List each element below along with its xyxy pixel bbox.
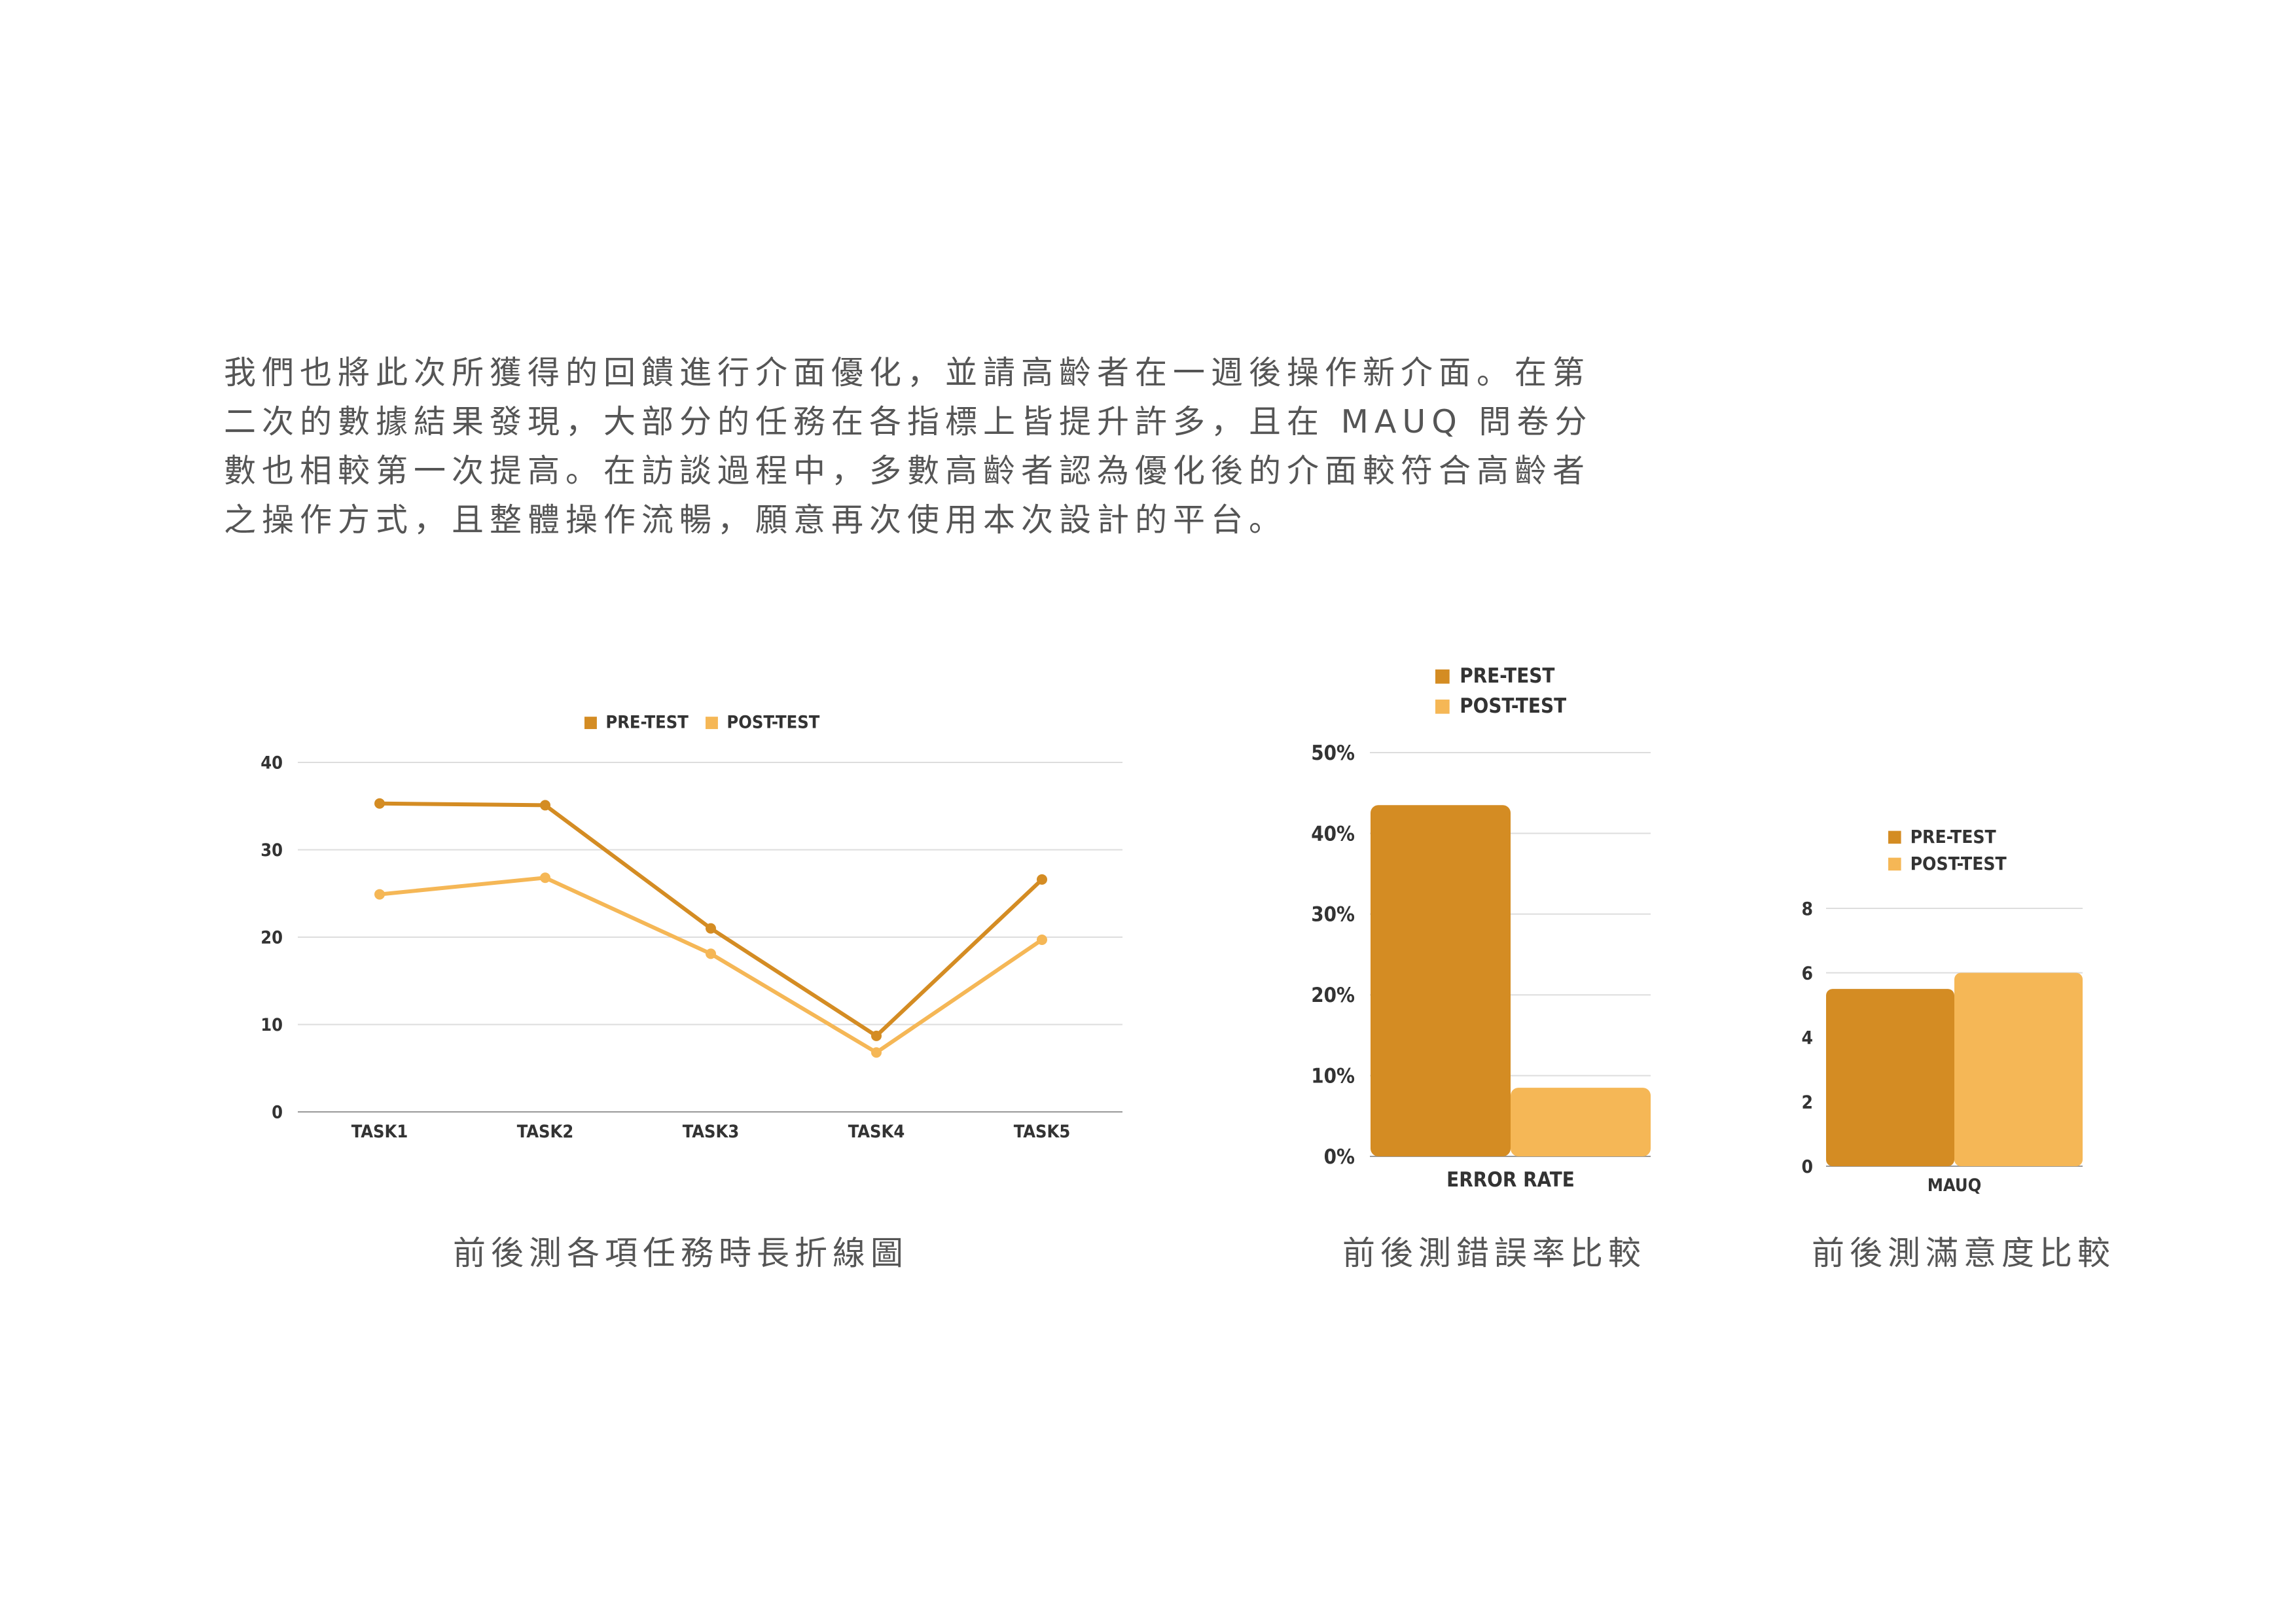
- data-point: [1037, 935, 1047, 946]
- y-tick-label: 10: [260, 1015, 283, 1035]
- y-tick-label: 20: [260, 927, 283, 948]
- legend-label: PRE-TEST: [605, 713, 689, 733]
- bar: [1954, 972, 2083, 1166]
- y-tick-label: 50%: [1311, 741, 1355, 765]
- intro-paragraph: 我們也將此次所獲得的回饋進行介面優化，並請高齡者在一週後操作新介面。在第 二次的…: [224, 348, 1605, 544]
- data-point: [1037, 874, 1047, 885]
- data-point: [374, 798, 385, 809]
- y-tick-label: 2: [1801, 1091, 1813, 1113]
- bar: [1371, 805, 1511, 1156]
- data-point: [374, 889, 385, 900]
- intro-line: 數也相較第一次提高。在訪談過程中，多數高齡者認為優化後的介面較符合高齡者: [224, 452, 1591, 490]
- y-tick-label: 4: [1801, 1027, 1813, 1048]
- data-point: [871, 1030, 882, 1041]
- mauq-chart-caption: 前後測滿意度比較: [1812, 1234, 2115, 1272]
- x-tick-label: TASK4: [848, 1122, 905, 1142]
- intro-line: 二次的數據結果發現，大部分的任務在各指標上皆提升許多，且在 MAUQ 問卷分: [224, 403, 1593, 440]
- data-point: [706, 948, 716, 959]
- y-tick-label: 40%: [1311, 822, 1355, 846]
- data-point: [540, 800, 550, 811]
- y-tick-label: 8: [1801, 898, 1813, 919]
- data-point: [706, 923, 716, 934]
- legend-label: PRE-TEST: [1910, 826, 1997, 847]
- x-tick-label: TASK3: [683, 1122, 740, 1142]
- data-point: [540, 872, 550, 883]
- y-tick-label: 40: [260, 753, 283, 773]
- x-tick-label: TASK2: [517, 1122, 574, 1142]
- bar: [1826, 989, 1954, 1166]
- y-tick-label: 6: [1801, 962, 1813, 984]
- intro-line: 我們也將此次所獲得的回饋進行介面優化，並請高齡者在一週後操作新介面。在第: [224, 354, 1591, 391]
- bar: [1511, 1088, 1651, 1156]
- legend-swatch: [1888, 830, 1901, 844]
- x-tick-label: MAUQ: [1928, 1175, 1982, 1196]
- y-tick-label: 0: [272, 1102, 283, 1122]
- legend-label: POST-TEST: [726, 713, 819, 733]
- error-chart-caption: 前後測錯誤率比較: [1342, 1234, 1646, 1272]
- legend-swatch: [584, 717, 597, 730]
- x-tick-label: ERROR RATE: [1446, 1168, 1575, 1192]
- y-tick-label: 30: [260, 840, 283, 861]
- y-tick-label: 20%: [1311, 984, 1355, 1007]
- legend-label: PRE-TEST: [1460, 664, 1554, 688]
- legend-label: POST-TEST: [1910, 853, 2007, 874]
- y-tick-label: 0: [1801, 1156, 1813, 1177]
- x-tick-label: TASK5: [1014, 1122, 1071, 1142]
- y-tick-label: 10%: [1311, 1064, 1355, 1088]
- legend-swatch: [1888, 857, 1901, 871]
- y-tick-label: 30%: [1311, 903, 1355, 927]
- legend-label: POST-TEST: [1460, 694, 1566, 718]
- legend-swatch: [1435, 699, 1450, 714]
- y-tick-label: 0%: [1324, 1145, 1355, 1169]
- data-point: [871, 1047, 882, 1058]
- intro-line: 之操作方式，且整體操作流暢，願意再次使用本次設計的平台。: [224, 501, 1287, 539]
- line-chart-caption: 前後測各項任務時長折線圖: [453, 1234, 908, 1272]
- legend-swatch: [1435, 669, 1450, 684]
- x-tick-label: TASK1: [351, 1122, 408, 1142]
- legend-swatch: [706, 717, 718, 730]
